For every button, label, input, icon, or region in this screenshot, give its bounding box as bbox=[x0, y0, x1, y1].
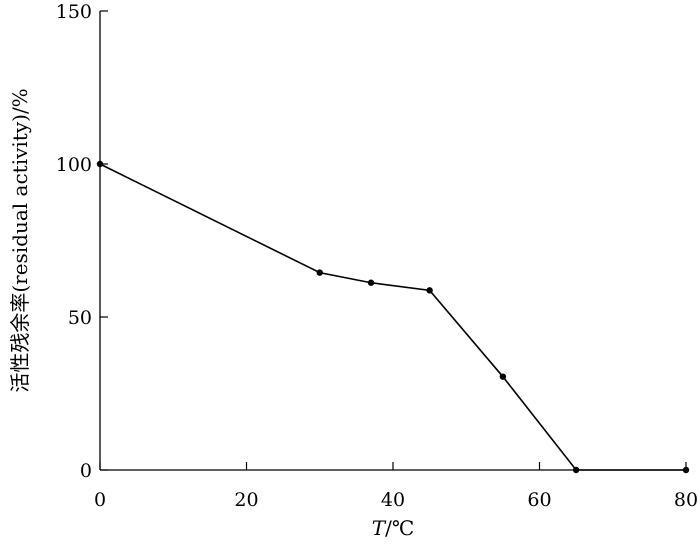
axes bbox=[99, 11, 686, 471]
data-point bbox=[682, 466, 690, 474]
y-tick-label: 0 bbox=[80, 460, 92, 482]
x-tick-label: 40 bbox=[381, 489, 405, 511]
x-tick-label: 60 bbox=[527, 489, 551, 511]
y-tick-label: 50 bbox=[68, 307, 92, 329]
y-tick-label: 150 bbox=[56, 1, 92, 23]
data-point bbox=[316, 269, 323, 276]
y-tick-label: 100 bbox=[56, 154, 92, 176]
y-axis-title: 活性残余率(residual activity)/% bbox=[8, 88, 32, 392]
data-point bbox=[499, 373, 507, 380]
data-point bbox=[367, 279, 375, 286]
series-line bbox=[99, 163, 686, 471]
x-tick-label: 80 bbox=[674, 489, 698, 511]
x-axis-title: T/℃ bbox=[372, 516, 414, 540]
data-point bbox=[96, 160, 104, 168]
x-tick-label: 0 bbox=[94, 489, 106, 511]
data-point bbox=[426, 287, 433, 294]
x-axis-variable: T bbox=[372, 516, 387, 540]
x-axis-unit: /℃ bbox=[385, 516, 414, 540]
y-ticks: 0 50 100 150 bbox=[56, 1, 108, 482]
plot-area bbox=[96, 160, 690, 474]
data-point bbox=[572, 466, 580, 474]
x-ticks: 0 20 40 60 80 bbox=[94, 462, 698, 511]
x-tick-label: 20 bbox=[234, 489, 258, 511]
